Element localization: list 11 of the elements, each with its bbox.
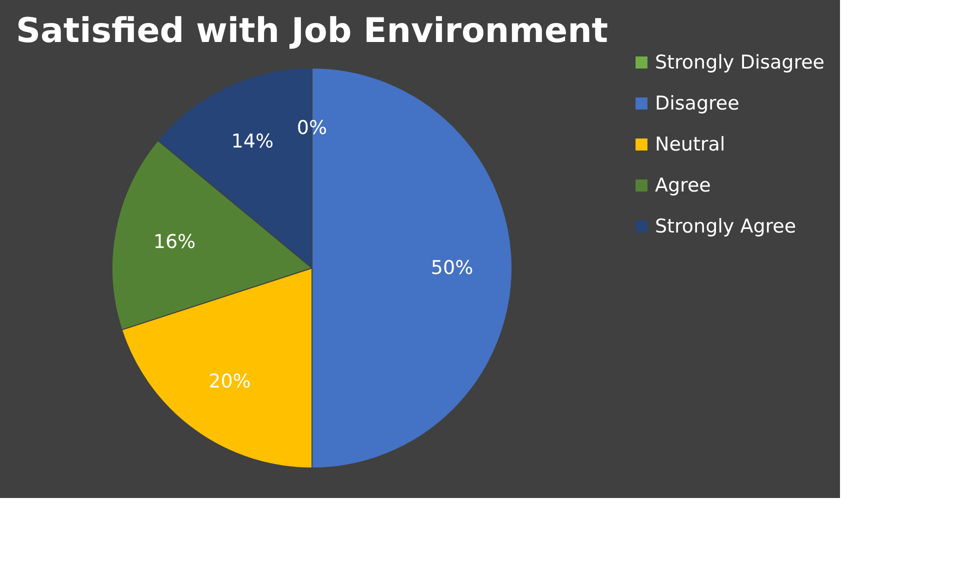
data-label: 50% <box>430 257 474 279</box>
legend-label: Neutral <box>655 134 726 156</box>
legend-label: Disagree <box>655 92 740 114</box>
legend-label: Strongly Disagree <box>655 52 824 74</box>
legend-label: Strongly Agree <box>655 216 796 238</box>
data-label: 16% <box>153 230 196 253</box>
chart-title: Satisfied with Job Environment <box>16 11 608 51</box>
data-label: 14% <box>231 130 274 152</box>
legend-label: Agree <box>655 174 711 196</box>
text: 0% <box>296 117 328 139</box>
data-label: 20% <box>208 370 251 392</box>
